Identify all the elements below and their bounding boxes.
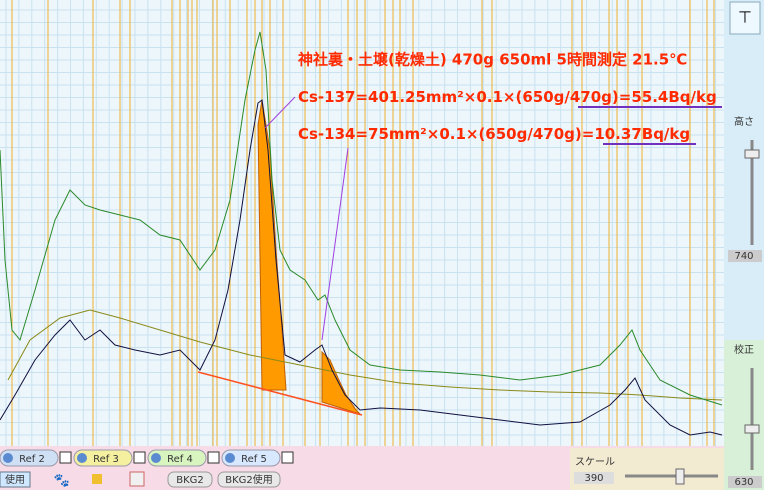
ref-checkbox[interactable] — [59, 451, 72, 464]
green-curve — [0, 31, 723, 406]
scale-slider-thumb[interactable] — [675, 468, 685, 485]
grid-icon[interactable] — [129, 471, 145, 487]
bkg2-use-button[interactable] — [217, 471, 281, 488]
use-button[interactable] — [0, 471, 31, 488]
ref-checkbox[interactable] — [133, 451, 146, 464]
value-box — [728, 476, 762, 488]
calib-label: 校正 — [734, 343, 754, 356]
pointer — [321, 147, 349, 341]
baseline — [197, 371, 363, 416]
scale-value: 390 — [584, 473, 603, 484]
ref-label: Ref 4 — [167, 454, 193, 465]
olive-curve — [7, 309, 723, 401]
ref-icon — [151, 453, 161, 463]
height-slider-thumb[interactable] — [744, 149, 760, 159]
bkg2-use-label: BKG2使用 — [225, 473, 273, 486]
ref-checkbox[interactable] — [281, 451, 294, 464]
ref-tab[interactable] — [0, 449, 59, 467]
ref-tab[interactable] — [147, 449, 207, 467]
calib-slider-thumb[interactable] — [744, 424, 760, 434]
black-curve — [0, 99, 723, 436]
bkg2-label: BKG2 — [176, 475, 204, 486]
top-button[interactable] — [729, 1, 761, 35]
grid — [0, 0, 724, 446]
cs134-formula: Cs-134=75mm²×0.1×(650g/470g)=10.37Bq/kg — [298, 125, 690, 143]
height-label: 高さ — [734, 115, 754, 128]
ref-tab[interactable] — [221, 449, 281, 467]
ref-label: Ref 2 — [19, 454, 45, 465]
ref-label: Ref 3 — [93, 454, 119, 465]
pointer — [264, 96, 296, 129]
calib-value: 630 — [734, 477, 753, 488]
cs137-formula: Cs-137=401.25mm²×0.1×(650g/470g)=55.4Bq/… — [298, 88, 717, 106]
ref-icon — [225, 453, 235, 463]
paw-icon[interactable]: 🐾 — [54, 474, 70, 489]
lock-icon[interactable] — [92, 474, 102, 484]
button-icon: ⊤ — [738, 8, 752, 27]
scale-label: スケール — [575, 456, 615, 468]
use-label: 使用 — [5, 473, 25, 486]
title-annotation: 神社裏・土壌(乾燥土) 470g 650ml 5時間測定 21.5℃ — [298, 51, 687, 69]
ref-tab[interactable] — [73, 449, 133, 467]
ref-checkbox[interactable] — [207, 451, 220, 464]
height-value: 740 — [734, 251, 753, 262]
side-panel — [724, 0, 764, 340]
value-box — [728, 250, 762, 262]
ref-icon — [3, 453, 13, 463]
bkg2-button[interactable] — [167, 471, 213, 488]
ref-label: Ref 5 — [241, 454, 267, 465]
ref-icon — [77, 453, 87, 463]
side-panel-lower — [724, 340, 764, 490]
value-box — [574, 472, 614, 484]
ref-group: Ref 2 Ref 3 Ref 4 Ref 5 — [0, 449, 294, 467]
